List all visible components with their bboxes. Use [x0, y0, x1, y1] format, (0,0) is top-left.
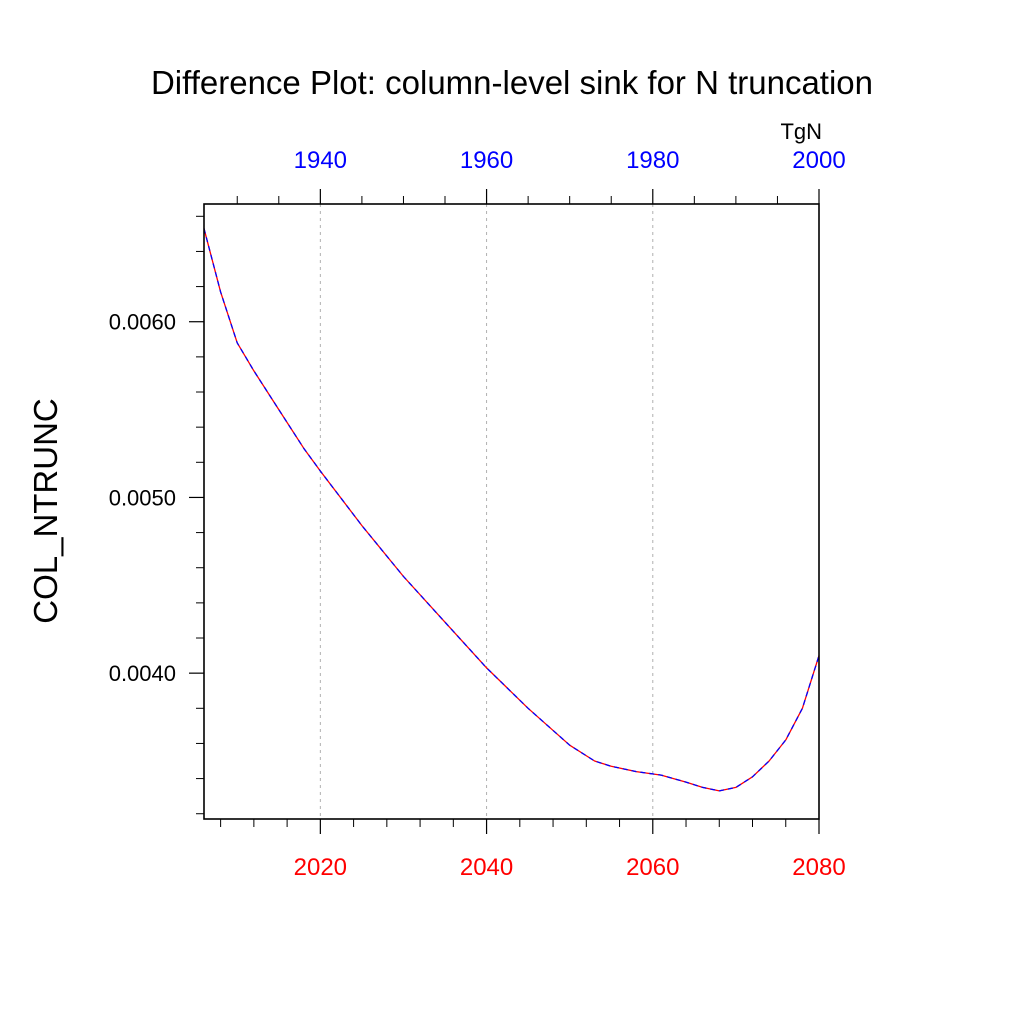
series-line-1	[203, 228, 820, 792]
y-tick-label: 0.0050	[109, 485, 176, 510]
bottom-tick-label: 2060	[626, 854, 679, 881]
bottom-tick-label: 2020	[294, 854, 347, 881]
chart-title: Difference Plot: column-level sink for N…	[151, 64, 873, 101]
y-axis-label: COL_NTRUNC	[27, 398, 64, 624]
bottom-tick-label: 2040	[460, 854, 513, 881]
axis-ticks	[189, 189, 820, 834]
tick-labels: 2020 2040 2060 2080 1940 1960 1980 2000 0.0040 0.…	[109, 147, 846, 881]
series-lines	[203, 228, 820, 792]
bottom-tick-label: 2080	[792, 854, 845, 881]
y-tick-label: 0.0040	[109, 661, 176, 686]
top-tick-label: 2000	[792, 147, 845, 174]
top-tick-label: 1980	[626, 147, 679, 174]
grid-lines	[319, 204, 654, 819]
units-label: TgN	[780, 119, 822, 144]
top-tick-label: 1960	[460, 147, 513, 174]
top-tick-label: 1940	[294, 147, 347, 174]
plot-frame	[203, 203, 820, 820]
series-line-2	[203, 228, 820, 792]
y-tick-label: 0.0060	[109, 310, 176, 335]
